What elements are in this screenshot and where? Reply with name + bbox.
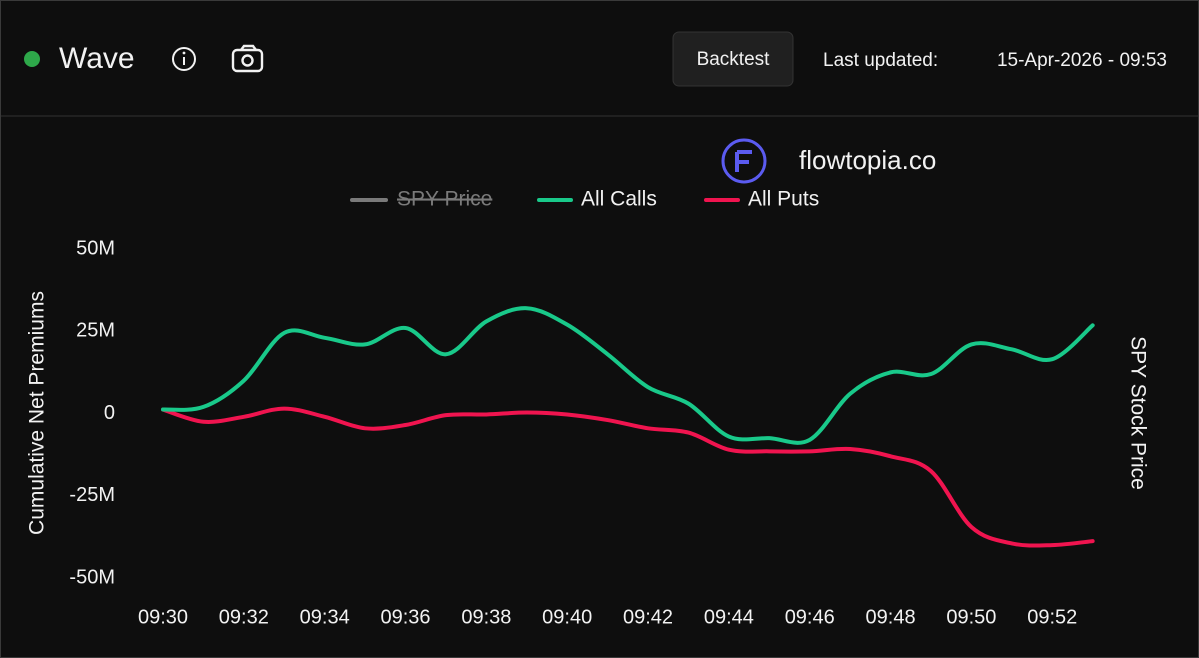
status-dot bbox=[24, 51, 40, 67]
x-tick-label: 09:48 bbox=[866, 606, 916, 628]
watermark: flowtopia.co bbox=[799, 145, 936, 175]
backtest-label[interactable]: Backtest bbox=[697, 49, 771, 70]
camera-icon[interactable] bbox=[231, 44, 264, 73]
legend-label[interactable]: All Puts bbox=[748, 188, 819, 211]
line-series bbox=[161, 406, 1095, 548]
title: Wave bbox=[59, 42, 135, 75]
y-tick-label: 25M bbox=[76, 320, 115, 342]
x-tick-label: 09:40 bbox=[542, 606, 592, 628]
x-tick-label: 09:52 bbox=[1027, 606, 1077, 628]
x-tick-label: 09:36 bbox=[380, 606, 430, 628]
x-tick-label: 09:46 bbox=[785, 606, 835, 628]
y-tick-label: -25M bbox=[69, 484, 115, 506]
updated-value: 15-Apr-2026 - 09:53 bbox=[997, 50, 1167, 71]
x-tick-label: 09:32 bbox=[219, 606, 269, 628]
x-tick-label: 09:42 bbox=[623, 606, 673, 628]
y-tick-label: 50M bbox=[76, 237, 115, 259]
backtest-button[interactable] bbox=[672, 31, 794, 87]
updated-label: Last updated: bbox=[823, 50, 938, 71]
logo bbox=[721, 138, 767, 184]
info-icon[interactable] bbox=[172, 47, 196, 71]
x-tick-label: 09:50 bbox=[946, 606, 996, 628]
legend-label[interactable]: All Calls bbox=[581, 188, 657, 211]
line-series bbox=[161, 306, 1095, 445]
legend-label[interactable]: SPY Price bbox=[397, 188, 492, 211]
y2-axis-label: SPY Stock Price bbox=[1126, 336, 1149, 490]
x-tick-label: 09:30 bbox=[138, 606, 188, 628]
y-tick-label: 0 bbox=[104, 402, 115, 424]
y-axis-label: Cumulative Net Premiums bbox=[26, 291, 49, 535]
y-tick-label: -50M bbox=[69, 566, 115, 588]
x-tick-label: 09:44 bbox=[704, 606, 754, 628]
x-tick-label: 09:34 bbox=[300, 606, 350, 628]
x-tick-label: 09:38 bbox=[461, 606, 511, 628]
